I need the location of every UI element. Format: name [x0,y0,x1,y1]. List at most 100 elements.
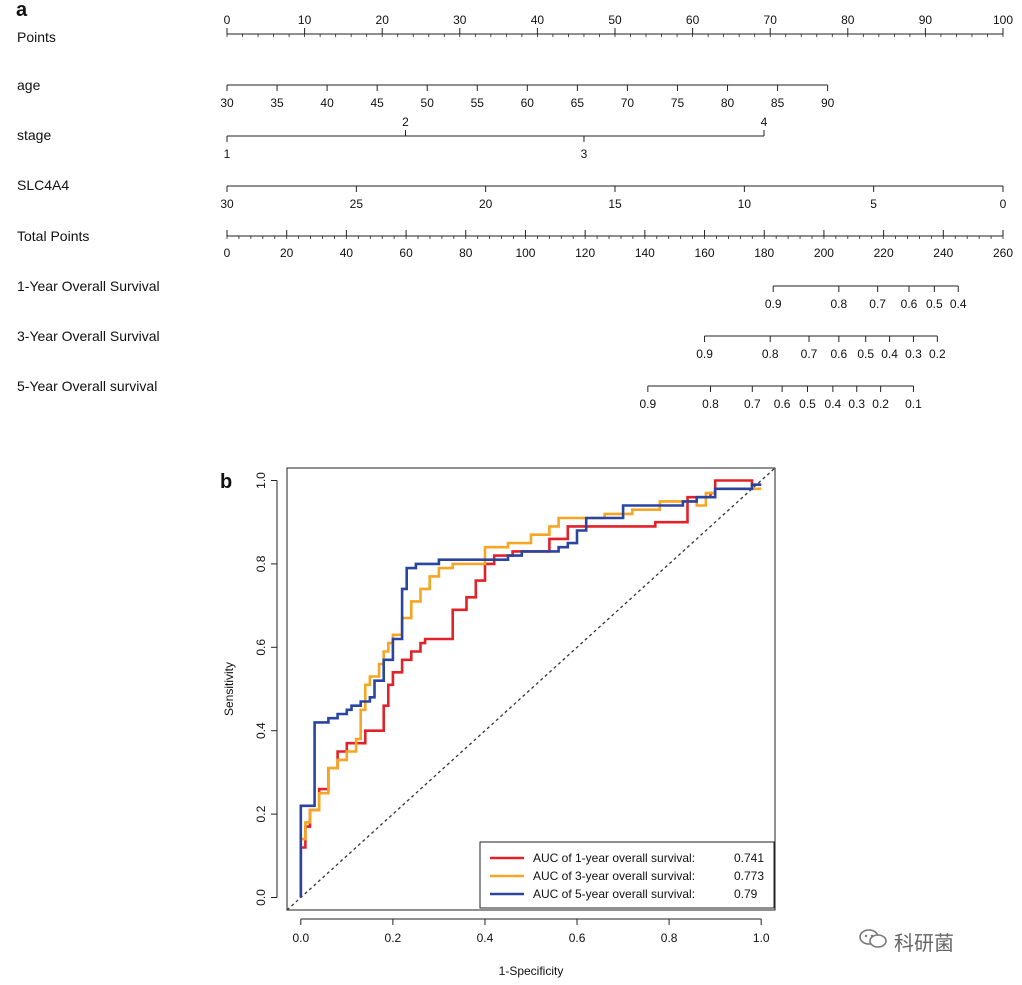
tick-label-total: 260 [993,246,1013,260]
tick-label-total: 120 [575,246,595,260]
watermark: 科研菌 [858,926,1008,956]
row-label-1-year-survival: 1-Year Overall Survival [17,278,160,294]
tick-label-slc4a4: 5 [870,197,877,211]
tick-label-age: 75 [671,96,685,110]
tick-label-slc4a4: 30 [220,197,234,211]
tick-label-points: 90 [919,13,933,27]
x-tick-label: 1.0 [753,931,770,945]
tick-label-os3: 0.4 [881,347,898,361]
roc-curve-3 [299,483,762,898]
tick-label-points: 10 [298,13,312,27]
tick-label-age: 70 [621,96,635,110]
x-tick-label: 0.0 [292,931,309,945]
wechat-icon [858,928,888,955]
tick-label-stage: 1 [224,147,231,161]
tick-label-total: 160 [695,246,715,260]
row-label-age: age [17,77,41,93]
tick-label-os5: 0.4 [825,397,842,411]
tick-label-os5: 0.3 [848,397,865,411]
roc-curve-2 [299,487,762,898]
tick-label-slc4a4: 20 [479,197,493,211]
tick-label-os5: 0.7 [744,397,761,411]
panel-b-label: b [220,471,232,493]
tick-label-total: 100 [515,246,535,260]
tick-label-total: 180 [754,246,774,260]
y-tick-label: 0.6 [254,639,268,656]
tick-label-os3: 0.9 [696,347,713,361]
tick-label-slc4a4: 15 [608,197,622,211]
tick-label-points: 40 [531,13,545,27]
tick-label-points: 80 [841,13,855,27]
tick-label-total: 80 [459,246,473,260]
tick-label-os1: 0.6 [901,297,918,311]
tick-label-age: 90 [821,96,835,110]
tick-label-stage: 4 [761,115,768,129]
tick-label-points: 20 [376,13,390,27]
roc-axes: 0.0 0.2 0.4 0.6 0.8 1.0 0.0 0.2 0.4 0.6 0.8 1.0 [254,467,776,945]
tick-label-os5: 0.6 [774,397,791,411]
row-label-3-year-survival: 3-Year Overall Survival [17,328,160,344]
tick-label-age: 60 [521,96,535,110]
tick-label-age: 80 [721,96,735,110]
y-tick-label: 0.8 [254,555,268,572]
row-label-slc4a4: SLC4A4 [17,177,69,193]
tick-label-total: 0 [224,246,231,260]
tick-label-total: 140 [635,246,655,260]
x-tick-label: 0.2 [385,931,402,945]
tick-label-age: 85 [771,96,785,110]
tick-label-os5: 0.1 [905,397,922,411]
plot-frame [286,467,776,911]
y-tick-label: 0.4 [254,722,268,739]
tick-label-slc4a4: 10 [738,197,752,211]
x-axis-title: 1-Specificity [499,964,564,978]
tick-label-total: 220 [874,246,894,260]
tick-label-os1: 0.7 [869,297,886,311]
tick-label-slc4a4: 25 [350,197,364,211]
diagonal-reference-line [286,467,776,911]
tick-label-age: 45 [370,96,384,110]
y-axis-title: Sensitivity [222,662,236,716]
roc-panel: b 0.0 0.2 0.4 0.6 0.8 1.0 0.0 0.2 0.4 0.6 0.8 1.0 1… [220,467,776,978]
tick-label-total: 60 [399,246,413,260]
y-tick-label: 1.0 [254,472,268,489]
tick-label-age: 35 [270,96,284,110]
watermark-text: 科研菌 [894,930,954,955]
tick-label-total: 200 [814,246,834,260]
y-tick-label: 0.0 [254,889,268,906]
row-label-points: Points [17,29,56,45]
tick-label-os1: 0.4 [950,297,967,311]
tick-label-points: 50 [608,13,622,27]
tick-label-os1: 0.8 [831,297,848,311]
tick-label-points: 70 [764,13,778,27]
legend-label-3: AUC of 5-year overall survival: [533,887,695,901]
x-tick-label: 0.8 [661,931,678,945]
row-label-stage: stage [17,127,51,143]
tick-label-total: 240 [933,246,953,260]
tick-label-points: 0 [224,13,231,27]
legend-label-1: AUC of 1-year overall survival: [533,851,695,865]
legend-auc-3: 0.79 [734,887,758,901]
tick-label-stage: 3 [581,147,588,161]
row-label-5-year-survival: 5-Year Overall survival [17,378,157,394]
tick-label-slc4a4: 0 [1000,197,1007,211]
legend-label-2: AUC of 3-year overall survival: [533,869,695,883]
legend: AUC of 1-year overall survival: 0.741 AUC … [479,841,775,909]
tick-label-os5: 0.9 [639,397,656,411]
legend-auc-1: 0.741 [734,851,764,865]
tick-label-os3: 0.5 [857,347,874,361]
tick-label-os5: 0.5 [799,397,816,411]
tick-label-stage: 2 [402,115,409,129]
tick-label-total: 40 [340,246,354,260]
tick-label-age: 65 [571,96,585,110]
tick-label-points: 100 [993,13,1013,27]
tick-label-age: 40 [320,96,334,110]
tick-label-points: 30 [453,13,467,27]
tick-label-os5: 0.2 [872,397,889,411]
row-label-total-points: Total Points [17,228,89,244]
y-tick-label: 0.2 [254,805,268,822]
tick-label-os5: 0.8 [702,397,719,411]
tick-label-os3: 0.7 [801,347,818,361]
x-tick-label: 0.6 [569,931,586,945]
